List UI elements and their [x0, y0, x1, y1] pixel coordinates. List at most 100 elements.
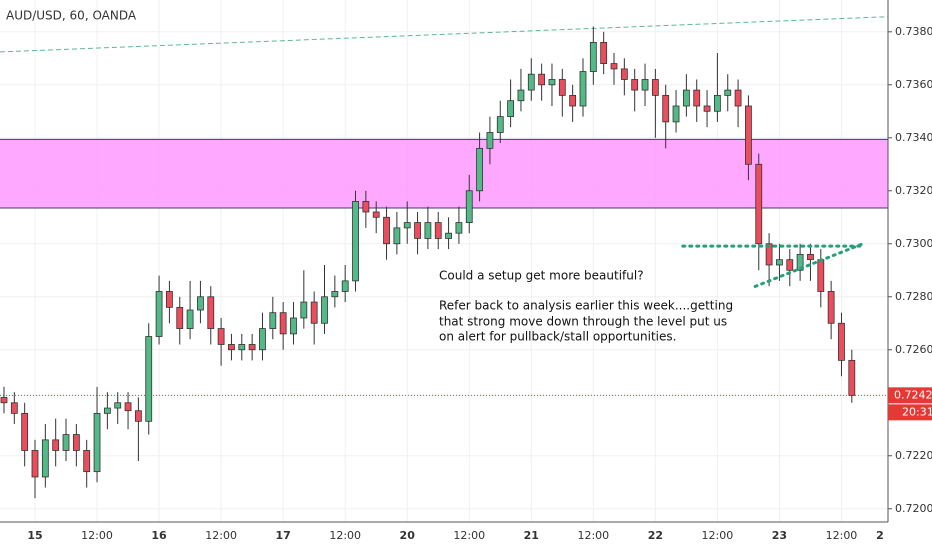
x-tick-label: 12:00	[826, 529, 858, 542]
candle-body	[186, 309, 194, 329]
candle-body	[166, 291, 173, 308]
candle-body	[579, 71, 587, 107]
candle-body	[631, 79, 639, 91]
candle-body	[465, 190, 473, 223]
candle-body	[589, 41, 597, 72]
candle-body	[651, 79, 659, 96]
candle-body	[383, 216, 390, 245]
candle-body	[176, 306, 184, 329]
annotation-text: that strong move down through the level …	[439, 315, 727, 329]
candle-body	[228, 344, 235, 351]
candle-body	[393, 227, 401, 245]
candle-body	[817, 259, 825, 292]
candle-body	[713, 94, 721, 112]
zone	[0, 139, 888, 209]
candle-body	[796, 253, 804, 271]
candle-body	[331, 291, 339, 298]
candle-body	[52, 439, 60, 451]
candle-body	[114, 402, 122, 409]
candle-body	[321, 296, 328, 324]
candle-body	[755, 163, 763, 245]
x-tick-label: 21	[524, 529, 539, 542]
candle-body	[93, 412, 101, 473]
candle-body	[31, 450, 39, 478]
candle-body	[682, 89, 690, 107]
candle-body	[124, 402, 132, 412]
candle-body	[827, 291, 835, 324]
candle-body	[238, 344, 246, 351]
x-tick-label: 12:00	[81, 529, 113, 542]
candle-body	[62, 434, 70, 451]
candle-body	[269, 312, 277, 329]
annotation-text: on alert for pullback/stall opportunitie…	[439, 330, 676, 344]
annotation-text: Refer back to analysis earlier this week…	[439, 299, 733, 313]
y-tick-label: 0.72000	[895, 502, 932, 515]
candle-body	[352, 200, 359, 282]
candle-body	[21, 412, 29, 451]
x-tick-label: 23	[772, 529, 787, 542]
candle-body	[641, 79, 649, 91]
countdown-label: 20:31	[902, 405, 932, 418]
candle-body	[217, 328, 225, 345]
candle-body	[538, 73, 546, 86]
x-tick-label: 2	[876, 529, 884, 542]
candle-body	[672, 105, 680, 123]
candle-body	[724, 89, 732, 96]
candle-body	[517, 89, 525, 102]
candle-body	[476, 147, 483, 192]
candle-body	[414, 222, 421, 239]
candle-body	[734, 89, 742, 107]
candle-body	[310, 301, 318, 324]
candle-body	[145, 336, 153, 422]
candle-body	[848, 359, 856, 396]
candle-body	[0, 397, 8, 404]
candle-body	[103, 407, 111, 414]
candle-body	[197, 296, 204, 311]
candle-body	[134, 410, 142, 422]
candle-body	[745, 105, 752, 165]
candle-body	[341, 280, 349, 292]
x-tick-label: 20	[400, 529, 416, 542]
candle-body	[83, 450, 91, 473]
x-tick-label: 12:00	[205, 529, 237, 542]
x-tick-label: 12:00	[702, 529, 734, 542]
trend-line	[0, 16, 888, 53]
candle-body	[300, 301, 308, 319]
candle-body	[569, 94, 577, 107]
candle-body	[703, 105, 711, 112]
candle-body	[10, 402, 18, 414]
candle-body	[279, 312, 287, 335]
x-tick-label: 17	[275, 529, 290, 542]
x-tick-label: 12:00	[329, 529, 361, 542]
candle-body	[693, 89, 701, 107]
x-tick-label: 16	[151, 529, 167, 542]
chart-title: AUD/USD, 60, OANDA	[6, 9, 137, 23]
candle-body	[786, 259, 794, 271]
candle-body	[455, 222, 463, 234]
candle-body	[838, 322, 845, 361]
x-tick-label: 15	[27, 529, 42, 542]
last-price-box	[888, 387, 932, 404]
candle-body	[662, 94, 670, 123]
candle-body	[600, 41, 608, 64]
candle-body	[765, 243, 773, 266]
candle-body	[155, 291, 163, 337]
pattern-line	[753, 242, 864, 288]
candle-body	[290, 317, 297, 335]
x-tick-label: 22	[648, 529, 663, 542]
x-tick-label: 12:00	[453, 529, 485, 542]
candle-body	[259, 328, 266, 351]
candle-body	[620, 68, 628, 80]
candle-body	[372, 211, 380, 218]
candle-body	[403, 222, 411, 229]
countdown-box	[888, 404, 932, 421]
annotation-text: Could a setup get more beautiful?	[439, 269, 644, 283]
